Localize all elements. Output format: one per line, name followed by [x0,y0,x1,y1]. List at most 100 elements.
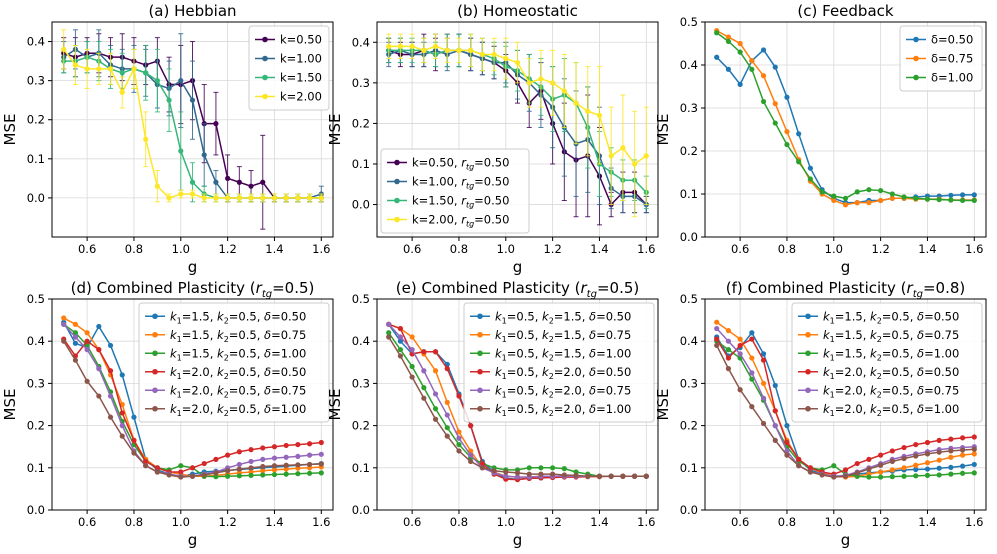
legend-entry: k1=2.0, k2=0.5, δ=1.00 [145,402,306,418]
series-4 [714,336,977,477]
y-tick-label: 0.2 [680,144,698,158]
x-tick-label: 1.6 [637,515,655,529]
legend-label: k=1.00, rtg=0.50 [412,175,509,191]
data-point [283,471,289,477]
data-point [889,467,895,473]
y-tick-label: 0.3 [27,74,45,88]
data-point [796,131,802,137]
legend-label: δ=0.50 [931,33,973,47]
y-tick-label: 0.3 [27,376,45,390]
data-point [386,321,392,327]
data-point [271,455,278,461]
panel-1: 0.6 0.8 1.0 1.2 1.4 1.6 0.0 0.1 0.2 0.3 0.4 g MSE (a)… [1,2,334,276]
data-point [959,463,966,469]
data-point [84,330,90,336]
y-tick-label: 0.1 [27,461,45,475]
data-point [924,439,931,446]
legend-entry: δ=0.50 [906,33,973,47]
data-point [306,452,313,458]
series-6 [714,342,977,480]
data-point [538,471,544,477]
data-point [283,462,289,468]
legend-swatch-marker [805,350,811,357]
data-point [166,195,172,201]
data-point [725,38,732,44]
x-tick-label: 1.2 [218,242,236,256]
data-point [714,342,720,349]
data-point [725,66,732,72]
legend: k1=1.5, k2=0.5, δ=0.50 k1=1.5, k2=0.5, δ=… [138,302,330,423]
legend-swatch-marker [805,331,811,338]
data-point [421,47,427,53]
data-point [432,406,439,412]
y-tick-label: 0.2 [27,419,45,433]
data-point [878,474,884,480]
data-point [397,334,404,340]
legend-label: k1=1.5, k2=0.5, δ=0.50 [170,309,306,325]
data-point [456,47,462,53]
data-point [749,355,755,361]
legend-label: k1=0.5, k2=1.5, δ=0.75 [495,328,631,344]
data-point [596,473,603,479]
axes-frame [704,21,987,238]
legend-label: k=1.00 [280,52,322,66]
panel-5: 0.6 0.8 1.0 1.2 1.4 1.6 0.0 0.1 0.2 0.3 0.4 0.5 g MSE… [326,279,659,549]
data-point [432,368,439,374]
data-point [959,197,966,204]
data-point [131,450,137,456]
y-tick-label: 0.0 [680,503,698,517]
legend-label: δ=0.75 [931,52,973,66]
y-tick-label: 0.2 [680,419,698,433]
data-point [456,435,462,441]
data-point [283,466,289,472]
data-point [760,98,767,105]
data-point [948,471,954,477]
x-tick-label: 1.6 [637,242,655,256]
data-point [432,391,439,397]
data-point [936,472,942,478]
data-point [260,463,266,470]
data-point [444,412,450,418]
data-point [61,315,67,321]
data-point [796,463,802,469]
legend-entry: k=0.50 [255,33,322,47]
axes-frame [376,21,659,238]
legend-swatch-marker [394,159,400,166]
data-point [971,192,977,198]
y-tick-label: 0.5 [27,292,45,306]
data-point [901,194,907,200]
data-point [201,195,207,201]
data-point [959,452,966,458]
legend-swatch-marker [477,313,483,320]
data-point [854,470,860,476]
data-point [526,80,532,86]
data-point [889,191,895,197]
legend-swatch-marker [805,313,811,320]
data-point [131,414,137,420]
legend-label: k1=0.5, k2=2.0, δ=1.00 [495,402,631,418]
data-point [561,466,567,472]
data-point [866,456,872,462]
data-point [725,347,732,353]
data-point [807,469,813,475]
data-point [714,54,720,60]
data-point [283,195,289,201]
data-point [260,195,266,201]
legend-label: k1=2.0, k2=0.5, δ=0.75 [170,383,306,399]
x-tick-label: 1.2 [871,515,889,529]
data-point [189,179,196,185]
data-point [236,466,242,472]
data-point [248,465,254,471]
data-point [514,474,521,480]
y-axis-label: MSE [326,389,344,421]
data-point [959,435,966,441]
legend-label: k1=2.0, k2=0.5, δ=1.00 [170,402,306,418]
legend-entry: k=0.50, rtg=0.50 [387,156,509,172]
data-point [96,393,102,399]
chart-title: (c) Feedback [797,2,893,20]
data-point [749,370,755,376]
data-point [236,473,242,479]
data-point [749,330,755,336]
data-point [236,179,242,185]
data-point [306,441,313,447]
